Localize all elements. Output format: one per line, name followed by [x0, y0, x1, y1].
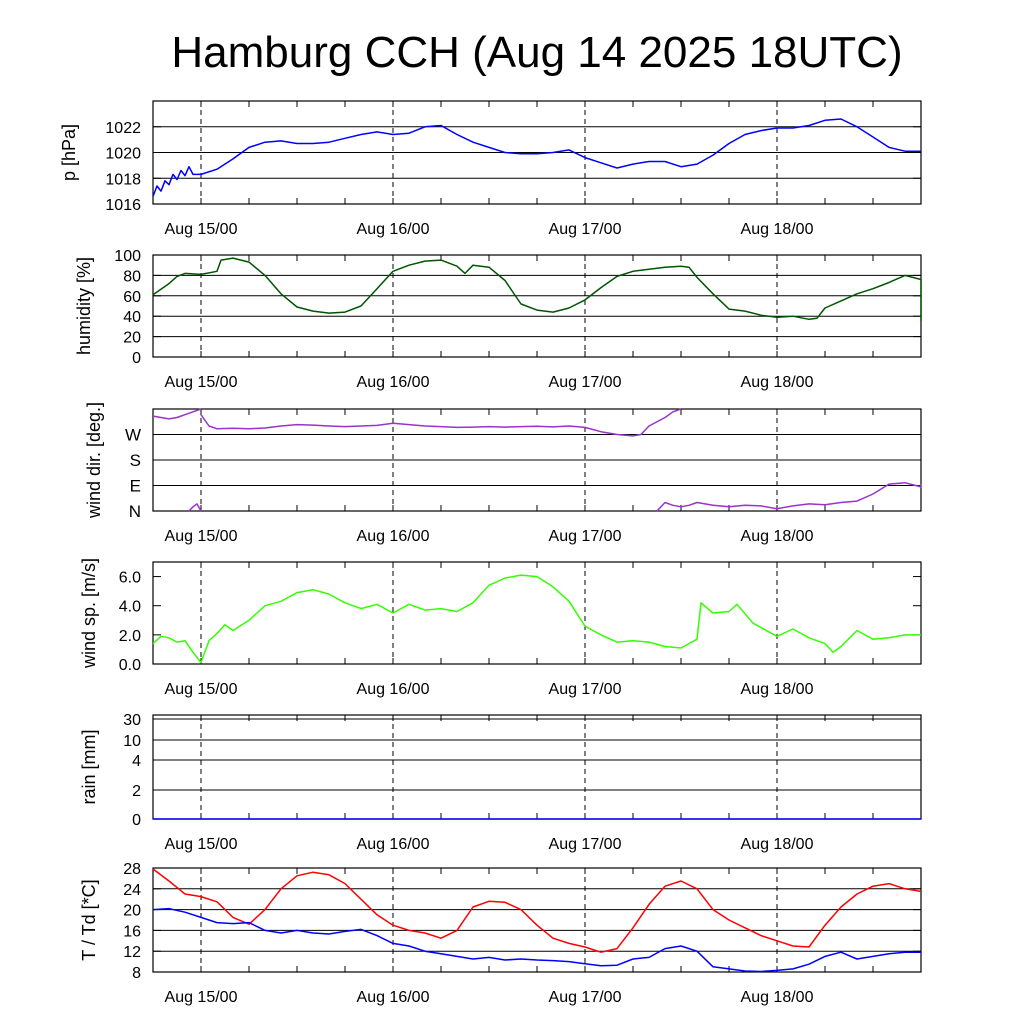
y-tick-label: 2	[132, 783, 141, 800]
y-tick-label: 12	[123, 944, 141, 961]
y-axis-label: humidity [%]	[74, 257, 94, 355]
series-line-temperature	[152, 907, 921, 973]
chart-title: Hamburg CCH (Aug 14 2025 18UTC)	[171, 28, 902, 77]
y-tick-label: 1018	[105, 171, 141, 188]
panel-frame	[152, 714, 922, 820]
x-date-label: Aug 17/00	[549, 681, 622, 698]
y-axis-label: rain [mm]	[79, 729, 99, 804]
x-date-label: Aug 16/00	[357, 681, 430, 698]
y-axis-label: p [hPa]	[59, 124, 79, 181]
y-tick-label: 1022	[105, 120, 141, 137]
x-date-label: Aug 18/00	[741, 528, 814, 545]
y-tick-label: 16	[123, 923, 141, 940]
panel-rain: 0 2 4 10 30 rain [mm] Aug 15/00 Aug 16/00 Aug 17…	[79, 712, 922, 853]
panel-humidity: 0 20 40 60 80 100 humidity [%] Aug 15/00 Aug 16/…	[74, 248, 922, 391]
y-tick-label: 2.0	[119, 628, 141, 645]
x-date-label: Aug 15/00	[165, 989, 238, 1006]
x-date-label: Aug 18/00	[741, 374, 814, 391]
y-tick-label: E	[130, 477, 141, 496]
y-tick-label: W	[125, 426, 141, 445]
x-date-label: Aug 15/00	[165, 221, 238, 238]
y-tick-label: N	[129, 502, 141, 521]
y-tick-label: 0	[132, 812, 141, 829]
x-date-label: Aug 18/00	[741, 681, 814, 698]
y-axis-label: T / Td [*C]	[79, 879, 99, 960]
y-tick-label: 6.0	[119, 570, 141, 587]
series-line-wind-direction	[656, 481, 922, 512]
x-date-label: Aug 16/00	[357, 374, 430, 391]
panel-frame	[152, 408, 922, 512]
x-date-label: Aug 16/00	[357, 989, 430, 1006]
series-line-wind-direction	[188, 503, 202, 512]
y-tick-label: 4.0	[119, 599, 141, 616]
y-tick-label: 10	[123, 733, 141, 750]
panel-frame	[152, 254, 922, 358]
series-line-pressure	[152, 118, 921, 197]
y-tick-label: S	[130, 451, 141, 470]
y-tick-label: 40	[123, 309, 141, 326]
y-axis-label: wind sp. [m/s]	[79, 558, 99, 669]
x-date-label: Aug 17/00	[549, 528, 622, 545]
y-tick-label: 100	[114, 248, 141, 265]
x-date-label: Aug 15/00	[165, 836, 238, 853]
series-line-wind-speed	[152, 574, 921, 664]
series-line-temperature	[152, 868, 922, 953]
x-date-label: Aug 17/00	[549, 836, 622, 853]
y-tick-label: 60	[123, 289, 141, 306]
panel-pressure: 1016 1018 1020 1022 p [hPa] Aug 15/00 Aug 16/0…	[59, 100, 922, 238]
series-line-wind-direction	[200, 408, 682, 437]
y-tick-label: 28	[123, 861, 141, 878]
x-date-label: Aug 15/00	[165, 681, 238, 698]
x-date-label: Aug 17/00	[549, 374, 622, 391]
x-date-label: Aug 16/00	[357, 221, 430, 238]
series-line-wind-direction	[152, 408, 202, 420]
y-tick-label: 4	[132, 753, 141, 770]
x-date-label: Aug 16/00	[357, 836, 430, 853]
x-date-label: Aug 15/00	[165, 374, 238, 391]
panel-frame	[152, 100, 922, 205]
y-tick-label: 0	[132, 350, 141, 367]
panel-wind-speed: 0.0 2.0 4.0 6.0 wind sp. [m/s] Aug 15/00 Aug 1…	[79, 558, 922, 698]
y-tick-label: 1016	[105, 197, 141, 214]
y-tick-label: 24	[123, 882, 141, 899]
x-date-label: Aug 18/00	[741, 836, 814, 853]
y-tick-label: 8	[132, 965, 141, 982]
panel-temperature: 8 12 16 20 24 28 T / Td [*C] Aug 15/00 Aug 16/00…	[79, 861, 922, 1006]
x-date-label: Aug 17/00	[549, 989, 622, 1006]
x-date-label: Aug 18/00	[741, 221, 814, 238]
y-tick-label: 20	[123, 330, 141, 347]
y-tick-label: 30	[123, 712, 141, 729]
y-tick-label: 20	[123, 903, 141, 920]
x-date-label: Aug 17/00	[549, 221, 622, 238]
y-tick-label: 1020	[105, 146, 141, 163]
y-tick-label: 0.0	[119, 657, 141, 674]
x-date-label: Aug 18/00	[741, 989, 814, 1006]
y-axis-label: wind dir. [deg.]	[84, 402, 104, 519]
x-date-label: Aug 16/00	[357, 528, 430, 545]
series-line-humidity	[152, 257, 922, 323]
x-date-label: Aug 15/00	[165, 528, 238, 545]
panel-frame	[152, 867, 922, 973]
y-tick-label: 80	[123, 268, 141, 285]
panel-frame	[152, 561, 922, 665]
